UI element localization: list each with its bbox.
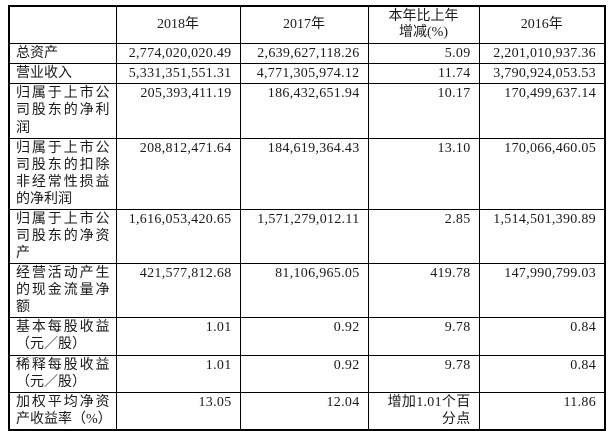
change-cell: 5.09 [367, 43, 480, 65]
row-label-cell: 基本每股收益（元／股） [8, 317, 117, 356]
table-row: 归属于上市公司股东的净资产 1,616,053,420.65 1,571,279,0… [8, 208, 606, 265]
value-2018-cell: 1.01 [115, 354, 241, 393]
value-2017-cell: 184,619,364.43 [239, 137, 369, 210]
value-2018-cell: 205,393,411.19 [115, 83, 241, 139]
header-change-cell: 本年比上年 增减(%) [367, 5, 480, 45]
row-label-cell: 总资产 [8, 43, 117, 65]
value-2018-cell: 421,577,812.68 [115, 263, 241, 319]
change-cell: 11.74 [367, 63, 480, 85]
row-label-cell: 营业收入 [8, 63, 117, 85]
table-row: 基本每股收益（元／股） 1.01 0.92 9.78 0.84 [8, 317, 606, 356]
change-cell: 13.10 [367, 137, 480, 210]
table-row: 加权平均净资产收益率（%） 13.05 12.04 增加1.01个百分点 11.86 [8, 391, 606, 431]
header-2016-cell: 2016年 [478, 5, 606, 45]
value-2017-cell: 0.92 [239, 317, 369, 356]
table-row: 归属于上市公司股东的净利润 205,393,411.19 186,432,651.9… [8, 83, 606, 139]
change-cell: 2.85 [367, 208, 480, 265]
value-2016-cell: 3,790,924,053.53 [478, 63, 606, 85]
change-cell: 10.17 [367, 83, 480, 139]
value-2017-cell: 2,639,627,118.26 [239, 43, 369, 65]
header-item-cell [8, 5, 117, 45]
value-2016-cell: 0.84 [478, 354, 606, 393]
row-label-cell: 归属于上市公司股东的扣除非经常性损益的净利润 [8, 137, 117, 210]
financial-summary-table: 2018年 2017年 本年比上年 增减(%) 2016年 总资产 2,774,0… [8, 5, 606, 431]
value-2018-cell: 1,616,053,420.65 [115, 208, 241, 265]
table-row: 稀释每股收益（元／股） 1.01 0.92 9.78 0.84 [8, 354, 606, 393]
value-2018-cell: 1.01 [115, 317, 241, 356]
header-2017-cell: 2017年 [239, 5, 369, 45]
row-label-cell: 加权平均净资产收益率（%） [8, 391, 117, 431]
row-label-cell: 稀释每股收益（元／股） [8, 354, 117, 393]
header-2018-cell: 2018年 [115, 5, 241, 45]
value-2018-cell: 13.05 [115, 391, 241, 431]
table-body: 总资产 2,774,020,020.49 2,639,627,118.26 5.09 2… [8, 43, 606, 431]
row-label-cell: 归属于上市公司股东的净利润 [8, 83, 117, 139]
value-2016-cell: 1,514,501,390.89 [478, 208, 606, 265]
table-row: 总资产 2,774,020,020.49 2,639,627,118.26 5.09 2… [8, 43, 606, 65]
value-2016-cell: 170,066,460.05 [478, 137, 606, 210]
value-2017-cell: 12.04 [239, 391, 369, 431]
row-label-cell: 归属于上市公司股东的净资产 [8, 208, 117, 265]
value-2018-cell: 208,812,471.64 [115, 137, 241, 210]
table-row: 营业收入 5,331,351,551.31 4,771,305,974.12 11.7… [8, 63, 606, 85]
value-2016-cell: 0.84 [478, 317, 606, 356]
value-2017-cell: 186,432,651.94 [239, 83, 369, 139]
value-2017-cell: 1,571,279,012.11 [239, 208, 369, 265]
value-2016-cell: 11.86 [478, 391, 606, 431]
table-row: 经营活动产生的现金流量净额 421,577,812.68 81,106,965.05… [8, 263, 606, 319]
change-cell: 9.78 [367, 354, 480, 393]
change-cell: 419.78 [367, 263, 480, 319]
table-header-row: 2018年 2017年 本年比上年 增减(%) 2016年 [8, 5, 606, 45]
value-2017-cell: 4,771,305,974.12 [239, 63, 369, 85]
table-row: 归属于上市公司股东的扣除非经常性损益的净利润 208,812,471.64 184,… [8, 137, 606, 210]
value-2018-cell: 2,774,020,020.49 [115, 43, 241, 65]
value-2018-cell: 5,331,351,551.31 [115, 63, 241, 85]
change-cell: 9.78 [367, 317, 480, 356]
value-2016-cell: 147,990,799.03 [478, 263, 606, 319]
value-2017-cell: 0.92 [239, 354, 369, 393]
change-cell: 增加1.01个百分点 [367, 391, 480, 431]
value-2016-cell: 2,201,010,937.36 [478, 43, 606, 65]
row-label-cell: 经营活动产生的现金流量净额 [8, 263, 117, 319]
value-2016-cell: 170,499,637.14 [478, 83, 606, 139]
value-2017-cell: 81,106,965.05 [239, 263, 369, 319]
